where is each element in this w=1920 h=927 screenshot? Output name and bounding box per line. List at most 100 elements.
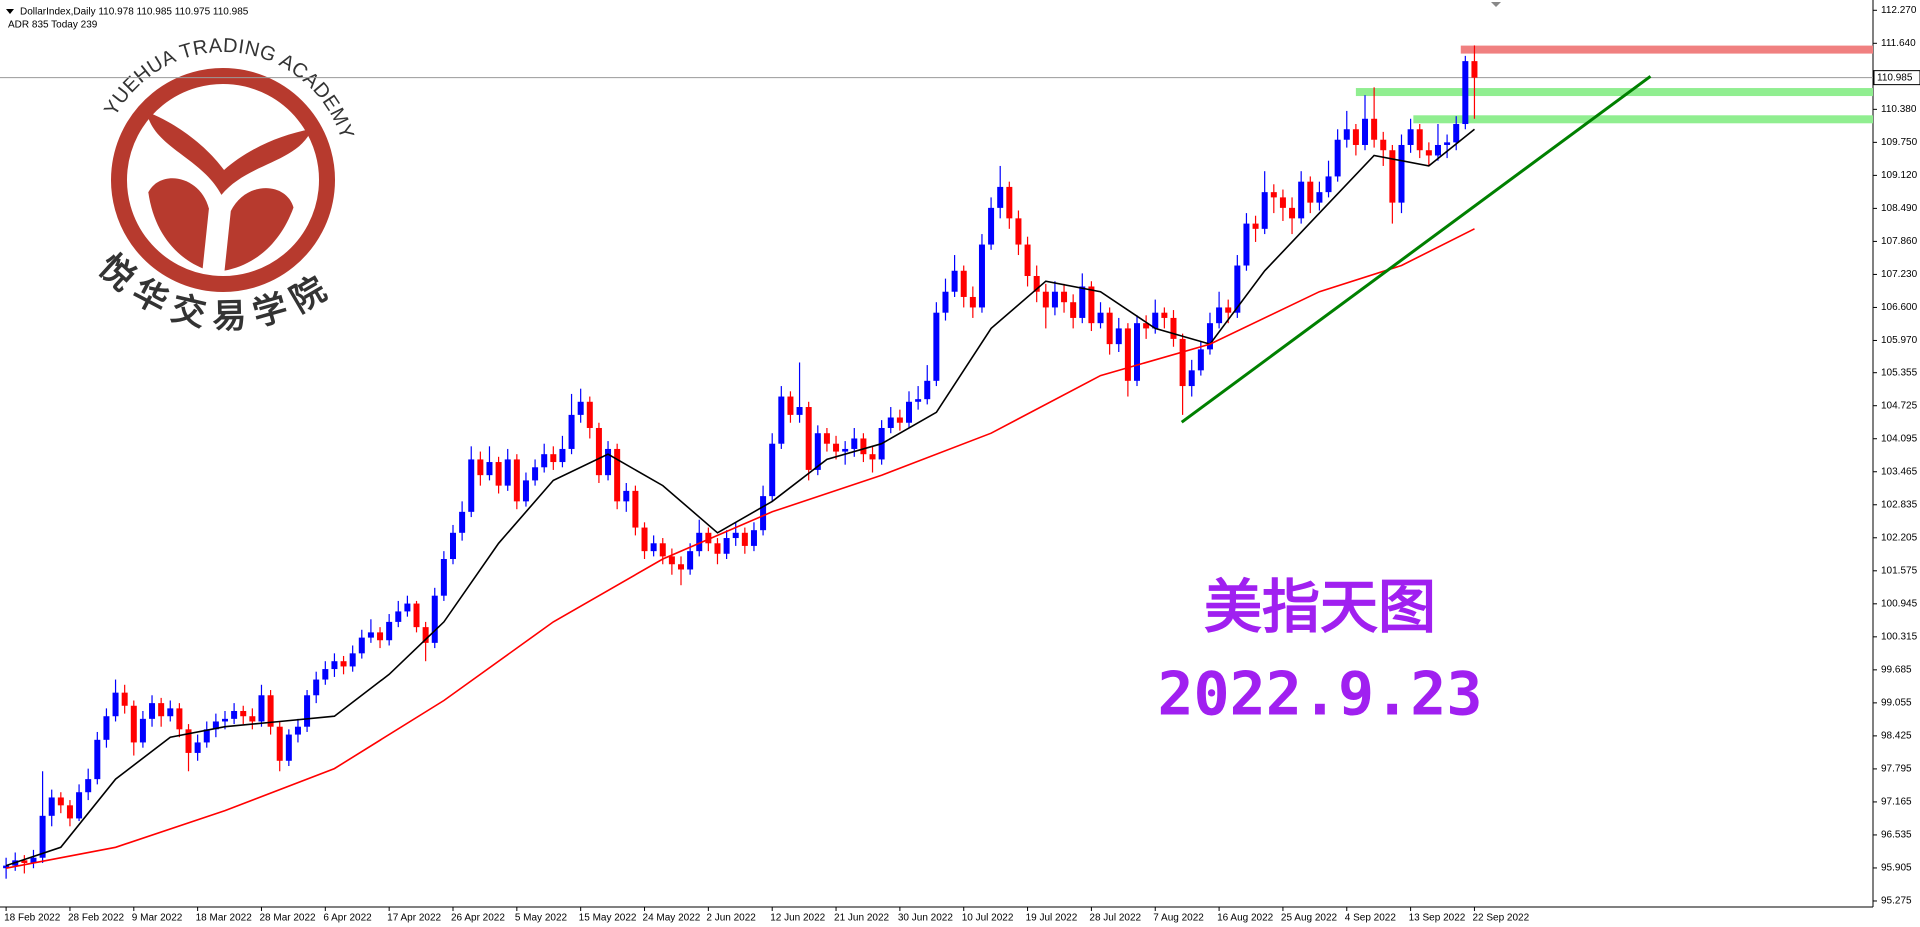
y-tick-label: 107.230 [1881, 269, 1918, 280]
candle-body [167, 708, 174, 717]
candle-body [459, 511, 466, 533]
x-tick-label: 28 Jul 2022 [1089, 913, 1141, 924]
candle-body [1334, 139, 1341, 177]
candle-body [823, 433, 830, 444]
candle-body [495, 462, 502, 486]
candle-body [1115, 328, 1122, 345]
moving-average [5, 128, 1476, 867]
candle-body [550, 454, 557, 463]
candle-body [1070, 302, 1077, 318]
zone [1413, 115, 1873, 124]
candle-body [1106, 312, 1113, 345]
y-tick-label: 95.905 [1881, 863, 1912, 874]
candle-body [805, 407, 812, 470]
candle-body [559, 448, 566, 463]
candle-body [176, 708, 183, 730]
x-tick-label: 17 Apr 2022 [387, 913, 441, 924]
x-tick-label: 25 Aug 2022 [1281, 913, 1338, 924]
candle-body [431, 595, 438, 643]
candle-body [367, 632, 374, 638]
candle-body [294, 726, 301, 735]
candle-body [30, 857, 37, 863]
y-tick-label: 95.275 [1881, 896, 1912, 907]
candle-body [249, 716, 256, 722]
candle-body [413, 603, 420, 628]
moving-average [5, 228, 1475, 869]
candle-body [1462, 61, 1469, 125]
candle-body [577, 401, 584, 415]
candle-body [714, 543, 721, 554]
candle-body [468, 459, 475, 512]
candle-body [1389, 150, 1396, 203]
candle-body [942, 291, 949, 313]
logo-ring [111, 68, 335, 292]
candle-body [1252, 223, 1259, 229]
candle-body [1234, 265, 1241, 313]
candle-body [1015, 218, 1022, 245]
candle-body [723, 538, 730, 554]
candle-body [1197, 349, 1204, 371]
y-tick-label: 110.380 [1881, 104, 1917, 115]
candle-body [139, 718, 146, 743]
candle-body [1307, 181, 1314, 203]
candle-body [1225, 307, 1232, 313]
logo-mark [224, 188, 294, 271]
candle-body [732, 532, 739, 539]
header-arrow [6, 9, 14, 14]
x-tick-label: 13 Sep 2022 [1409, 913, 1466, 924]
candle-body [504, 459, 511, 486]
candle-body [85, 779, 92, 793]
candle-body [340, 661, 347, 667]
y-tick-label: 97.165 [1881, 797, 1912, 808]
x-tick-label: 18 Feb 2022 [4, 913, 61, 924]
candle-body [66, 805, 73, 819]
candle-body [1471, 61, 1478, 78]
candle-body [924, 380, 931, 400]
candle-body [896, 417, 903, 423]
candle-body [331, 661, 338, 670]
candle-body [951, 270, 958, 292]
candle-body [449, 532, 456, 560]
y-tick-label: 112.270 [1881, 5, 1917, 16]
candle-body [869, 454, 876, 460]
candle-body [814, 433, 821, 470]
logo-mark [148, 178, 209, 269]
candle-body [933, 312, 940, 381]
candle-body [960, 270, 967, 297]
candle-body [231, 710, 238, 719]
candle-body [112, 692, 119, 717]
last-price-label: 110.985 [1877, 72, 1913, 83]
candle-body [404, 603, 411, 612]
y-tick-label: 103.465 [1881, 466, 1918, 477]
y-tick-label: 100.315 [1881, 631, 1918, 642]
candle-body [149, 703, 156, 719]
candle-body [1270, 192, 1277, 198]
indicator-text: ADR 835 Today 239 [8, 20, 98, 31]
candle-body [1243, 223, 1250, 266]
x-tick-label: 30 Jun 2022 [898, 913, 953, 924]
candle-body [532, 467, 539, 481]
candle-body [906, 401, 913, 423]
candle-body [851, 438, 858, 449]
logo-mark [146, 111, 312, 270]
y-tick-label: 102.205 [1881, 532, 1918, 543]
candle-body [1024, 244, 1031, 277]
y-tick-label: 104.725 [1881, 400, 1918, 411]
zone [1355, 88, 1873, 97]
candle-body [48, 797, 55, 816]
candle-body [440, 559, 447, 596]
x-tick-label: 9 Mar 2022 [132, 913, 183, 924]
y-tick-label: 111.640 [1881, 38, 1916, 49]
candle-body [1316, 192, 1323, 203]
candle-body [1371, 118, 1378, 140]
candle-body [1407, 129, 1414, 145]
candle-body [304, 695, 311, 727]
candle-body [1343, 129, 1350, 140]
candle-body [778, 396, 785, 444]
candle-body [1188, 370, 1195, 387]
candle-body [358, 637, 365, 654]
candle-body [750, 530, 757, 546]
candle-body [477, 459, 484, 476]
candle-body [1051, 291, 1058, 308]
candle-body [258, 695, 265, 722]
